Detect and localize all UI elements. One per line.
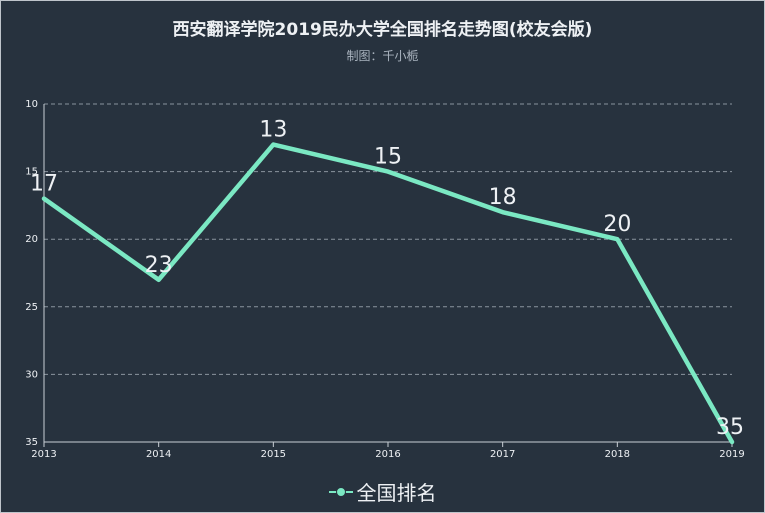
- data-label: 18: [489, 185, 517, 210]
- x-tick-label: 2016: [375, 449, 400, 460]
- chart-subtitle: 制图：千小栀: [346, 49, 419, 63]
- data-label: 13: [259, 118, 287, 143]
- chart-title: 西安翻译学院2019民办大学全国排名走势图(校友会版): [172, 20, 593, 40]
- data-label: 35: [716, 415, 744, 440]
- series-group: [41, 142, 735, 445]
- data-label: 17: [30, 172, 58, 197]
- legend[interactable]: 全国排名: [1, 477, 764, 506]
- x-tick-label: 2017: [490, 449, 515, 460]
- data-label: 23: [145, 253, 173, 278]
- y-tick-label: 30: [25, 369, 38, 380]
- x-tick-label: 2019: [719, 449, 744, 460]
- axes: [43, 104, 733, 447]
- y-tick-labels: 10 15 20 25 30 35: [25, 99, 38, 448]
- data-label: 20: [603, 212, 631, 237]
- data-label: 15: [374, 145, 402, 170]
- y-tick-label: 15: [25, 167, 38, 178]
- y-tick-label: 35: [25, 437, 38, 448]
- data-labels: 17 23 13 15 18 20 35: [30, 118, 744, 440]
- y-tick-label: 20: [25, 234, 38, 245]
- series-line: [41, 142, 735, 445]
- x-tick-label: 2018: [605, 449, 630, 460]
- x-tick-labels: 2013 2014 2015 2016 2017 2018 2019: [31, 449, 744, 460]
- y-tick-label: 10: [25, 99, 38, 110]
- x-tick-label: 2015: [261, 449, 286, 460]
- legend-label: 全国排名: [356, 481, 437, 505]
- x-tick-label: 2013: [31, 449, 56, 460]
- legend-line-marker-icon: [328, 485, 353, 499]
- y-tick-label: 25: [25, 302, 38, 313]
- x-tick-label: 2014: [146, 449, 171, 460]
